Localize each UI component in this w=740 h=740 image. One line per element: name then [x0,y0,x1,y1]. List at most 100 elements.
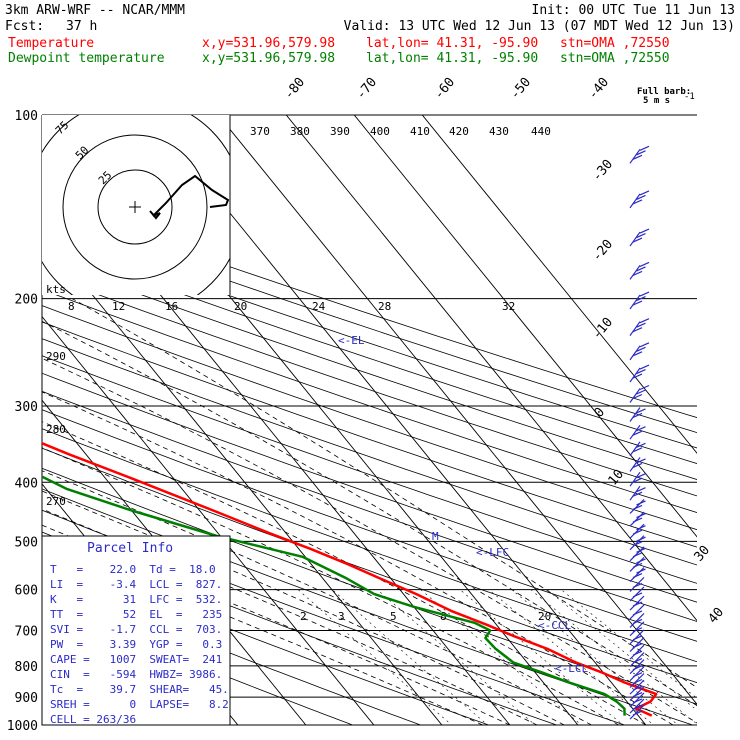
wind-barb [629,704,645,720]
wind-barb [629,457,641,472]
wind-barb-flag [632,665,643,671]
theta-label: 400 [370,125,390,138]
wind-barb-flag [636,558,646,564]
wind-barb-flag [636,458,646,464]
mixing-ratio-line [530,589,697,725]
wind-barb-flag [636,500,646,506]
wind-barb [629,523,645,539]
wind-barb [629,604,645,620]
pressure-label: 500 [15,535,38,550]
wind-barb-flag [632,541,643,547]
wind-barb [629,265,641,280]
dry-adiabat-line [42,355,697,584]
wind-barb [629,511,645,527]
right-temp-label: -30 [590,157,617,185]
level-markers: <-EL <-LFC <-CCL <-LCL M [338,334,588,675]
wind-barb [629,231,641,247]
wind-barb-flag [636,547,646,553]
parcel-info-row: PW = 3.39 YGP = 0.3 [50,638,222,651]
mixing-ratio-bottom-label: 8 [440,610,447,623]
wind-barb-flag [632,672,643,678]
legend-dewpoint-stn: stn=OMA ,72550 [560,51,670,66]
wind-barb [629,499,645,514]
legend-temperature-xy: x,y=531.96,579.98 [202,36,335,51]
full-barb-exponent: -1 [684,92,695,102]
hodograph-trace [149,174,230,220]
pressure-label: 700 [15,625,38,640]
wind-barb-flag [636,426,646,432]
wind-barb-flag [632,199,643,205]
wind-barb [629,692,645,708]
isotherm-line [42,232,443,725]
wind-barb-flag [632,627,643,633]
level-marker-lfc: <-LFC [476,546,509,559]
wind-barb [629,148,641,164]
wind-barb-flag [632,657,643,664]
wind-barb [629,388,641,403]
wind-barb-flag [632,552,643,558]
wind-barb-flag [632,327,643,333]
theta-label: 410 [410,125,430,138]
temperature-profile [42,441,658,717]
level-marker-lcl: <-LCL [555,662,588,675]
theta-left-label: 280 [46,423,66,436]
wind-barb [629,629,645,645]
init-time: Init: 00 UTC Tue 11 Jun 13 [532,3,736,18]
parcel-info-row: SREH = 0 LAPSE= 8.2 [50,698,229,711]
full-barb-label: Full barb: [637,87,691,97]
top-temp-label: -60 [432,75,459,103]
wind-barb [629,586,645,602]
wind-barb [629,556,645,572]
mixing-ratio-bottom-label: 20 [538,610,551,623]
wind-barb-flag [632,582,643,588]
dry-adiabat-line [42,390,697,622]
wind-barb-flag [636,442,646,448]
dry-adiabat-line [42,467,697,705]
fcst-label: Fcst: [5,19,44,34]
legend-temperature-name: Temperature [8,36,94,51]
wind-barb-flag [632,685,643,691]
mixing-ratio-bottom-label: 2 [300,610,307,623]
wind-barb [629,673,645,688]
theta-label: 370 [250,125,270,138]
valid-time: Valid: 13 UTC Wed 12 Jun 13 (07 MDT Wed … [344,19,735,34]
wind-barb [629,407,641,422]
wind-barb-flag [639,228,650,234]
wind-barb [629,652,645,667]
wind-barb-flag [632,692,643,698]
wind-barb-flag [632,601,643,607]
wind-barb [629,567,645,583]
mixing-ratio-line [511,589,679,725]
wind-barb-flag [636,473,646,479]
wind-barb-flag [632,491,643,497]
parcel-info-row: Tc = 39.7 SHEAR= 45. [50,683,229,696]
mixing-ratio-line [546,589,697,711]
isotherm-line [353,115,697,538]
hodograph-kts-label: kts [46,283,66,296]
mixing-ratio-line [561,589,697,699]
wind-barb-flag [632,573,643,579]
wind-barb-flag [632,678,643,685]
wind-barb [629,637,645,653]
wind-barb-flag [632,300,643,306]
dry-adiabat-line [42,289,697,514]
parcel-info-row: CAPE = 1007 SWEAT= 241 [50,653,222,666]
parcel-info-title: Parcel Info [87,541,173,556]
wind-barb-flag [636,389,646,395]
model-title: 3km ARW-WRF -- NCAR/MMM [5,3,185,18]
wind-barb-flag [636,568,646,574]
top-temp-label: -40 [586,75,613,103]
dry-adiabat-line [42,428,697,663]
wind-barb [629,595,645,611]
mixing-ratio-top-label: 12 [112,300,125,313]
dry-adiabat-line [42,273,697,497]
pressure-label: 100 [15,109,38,124]
wind-barb-flag [636,408,646,414]
wind-barb-flag [632,351,643,357]
parcel-info-row: CIN = -594 HWBZ= 3986. [50,668,222,681]
wind-barb [629,698,645,714]
wind-barb-flag [632,154,643,160]
right-temp-label: 40 [706,605,728,627]
parcel-info-row: K = 31 LFC = 532. [50,593,222,606]
parcel-info-row: TT = 52 EL = 235 [50,608,222,621]
